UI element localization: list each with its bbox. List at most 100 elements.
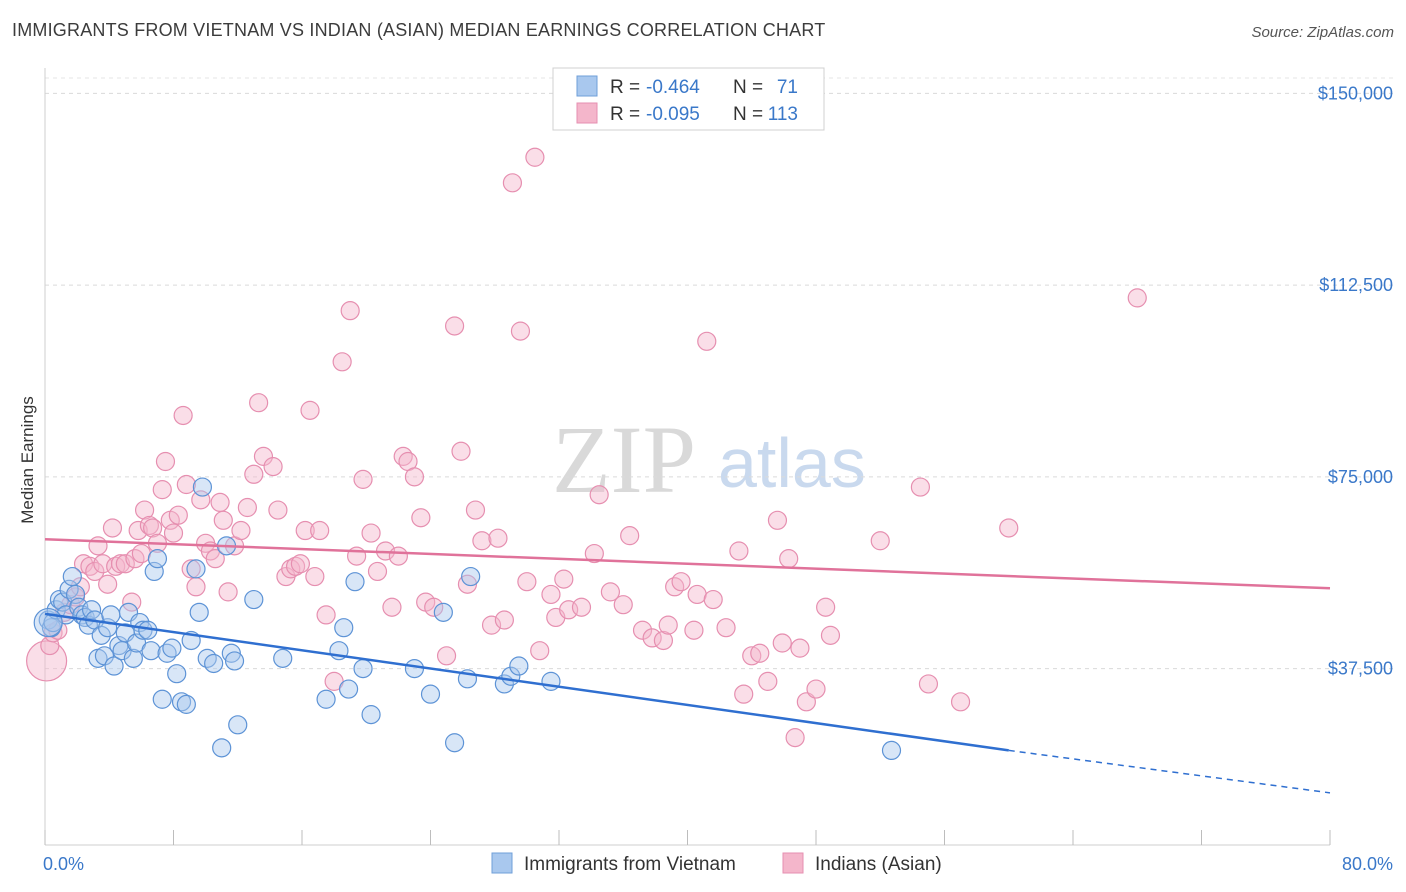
pink-point [237, 497, 257, 518]
pink-point [510, 321, 531, 341]
blue-point [444, 733, 465, 753]
pink-point [613, 595, 633, 615]
pink-point [632, 620, 653, 640]
legend-r-value-1: -0.464 [646, 77, 700, 98]
pink-point [620, 526, 640, 546]
blue-point [147, 549, 168, 569]
pink-point [310, 520, 330, 541]
blue-point [33, 607, 63, 638]
pink-point [218, 582, 238, 602]
pink-point [231, 520, 251, 541]
pink-point [268, 500, 288, 520]
blue-point [345, 572, 365, 592]
x-tick-min: 0.0% [43, 854, 84, 874]
pink-point [642, 628, 662, 648]
blue-point [141, 641, 161, 661]
blue-point [204, 653, 224, 674]
pink-point [411, 508, 431, 528]
pink-point [139, 515, 160, 536]
pink-point [143, 518, 163, 538]
blue-point [433, 602, 453, 622]
pink-point [517, 572, 537, 592]
pink-point [806, 679, 826, 699]
pink-point [134, 500, 155, 520]
blue-point [404, 658, 425, 679]
blue-point [461, 566, 481, 587]
legend-n-value-1: 71 [777, 77, 798, 98]
pink-point [653, 630, 674, 651]
pink-point [98, 574, 118, 594]
pink-point [772, 633, 792, 653]
pink-point [186, 577, 206, 597]
pink-point [155, 451, 176, 472]
legend-r-value-2: -0.095 [646, 104, 700, 125]
pink-point [816, 597, 836, 617]
chart-title: IMMIGRANTS FROM VIETNAM VS INDIAN (ASIAN… [12, 20, 826, 40]
pink-point [750, 643, 770, 663]
source-label: Source: ZipAtlas.com [1251, 24, 1394, 41]
pink-point [687, 584, 707, 605]
pink-point [785, 728, 805, 748]
blue-point [59, 579, 79, 599]
pink-point [295, 520, 315, 541]
blue-point [334, 618, 354, 638]
pink-point [554, 569, 574, 589]
pink-point [525, 147, 545, 167]
pink-point [205, 549, 225, 569]
y-tick-label: $150,000 [1318, 83, 1393, 103]
y-tick-label: $75,000 [1328, 467, 1393, 487]
pink-point [332, 352, 352, 372]
pink-point [465, 500, 486, 520]
y-tick-label: $112,500 [1319, 275, 1393, 295]
pink-point [244, 464, 264, 484]
pink-point [340, 301, 360, 321]
pink-point [716, 618, 736, 638]
legend-blue-swatch [576, 75, 598, 97]
blue-point [244, 589, 264, 610]
pink-point [870, 531, 890, 551]
pink-point [734, 684, 754, 704]
legend-r-label-2: R = [610, 104, 640, 125]
pink-point [173, 405, 193, 426]
pink-point [584, 543, 604, 564]
pink-point [684, 620, 704, 640]
blue-point [104, 656, 124, 676]
pink-point [796, 692, 816, 712]
pink-point [779, 549, 799, 569]
pink-point [658, 615, 678, 635]
blue-points [33, 477, 902, 761]
bottom-legend-blue-swatch [491, 852, 513, 874]
bottom-legend-blue-label: Immigrants from Vietnam [524, 854, 736, 875]
pink-point [665, 577, 685, 597]
pink-point [210, 492, 230, 513]
blue-point [192, 477, 213, 497]
blue-point [176, 694, 196, 714]
pink-point [176, 474, 196, 495]
pink-point [152, 480, 172, 500]
blue-point [224, 651, 245, 671]
pink-point [168, 505, 188, 525]
legend-pink-swatch [576, 102, 598, 124]
blue-trend-line [44, 612, 1009, 752]
blue-point [65, 584, 86, 605]
pink-point [263, 457, 283, 477]
blue-point [162, 638, 182, 658]
pink-point [88, 536, 108, 556]
pink-point [950, 692, 971, 712]
blue-point [881, 740, 902, 761]
pink-point [290, 554, 310, 574]
pink-point [249, 393, 269, 413]
trend-lines [44, 537, 1331, 794]
pink-point [424, 597, 444, 617]
pink-point [444, 316, 465, 336]
pink-point [131, 543, 151, 564]
blue-point [152, 689, 172, 709]
blue-point [228, 715, 248, 735]
pink-point [910, 477, 931, 497]
blue-point [81, 600, 102, 620]
legend-r-label-1: R = [610, 77, 640, 98]
pink-point [671, 572, 691, 592]
pink-point [820, 625, 841, 645]
blue-point [420, 684, 441, 704]
pink-point [316, 605, 336, 625]
